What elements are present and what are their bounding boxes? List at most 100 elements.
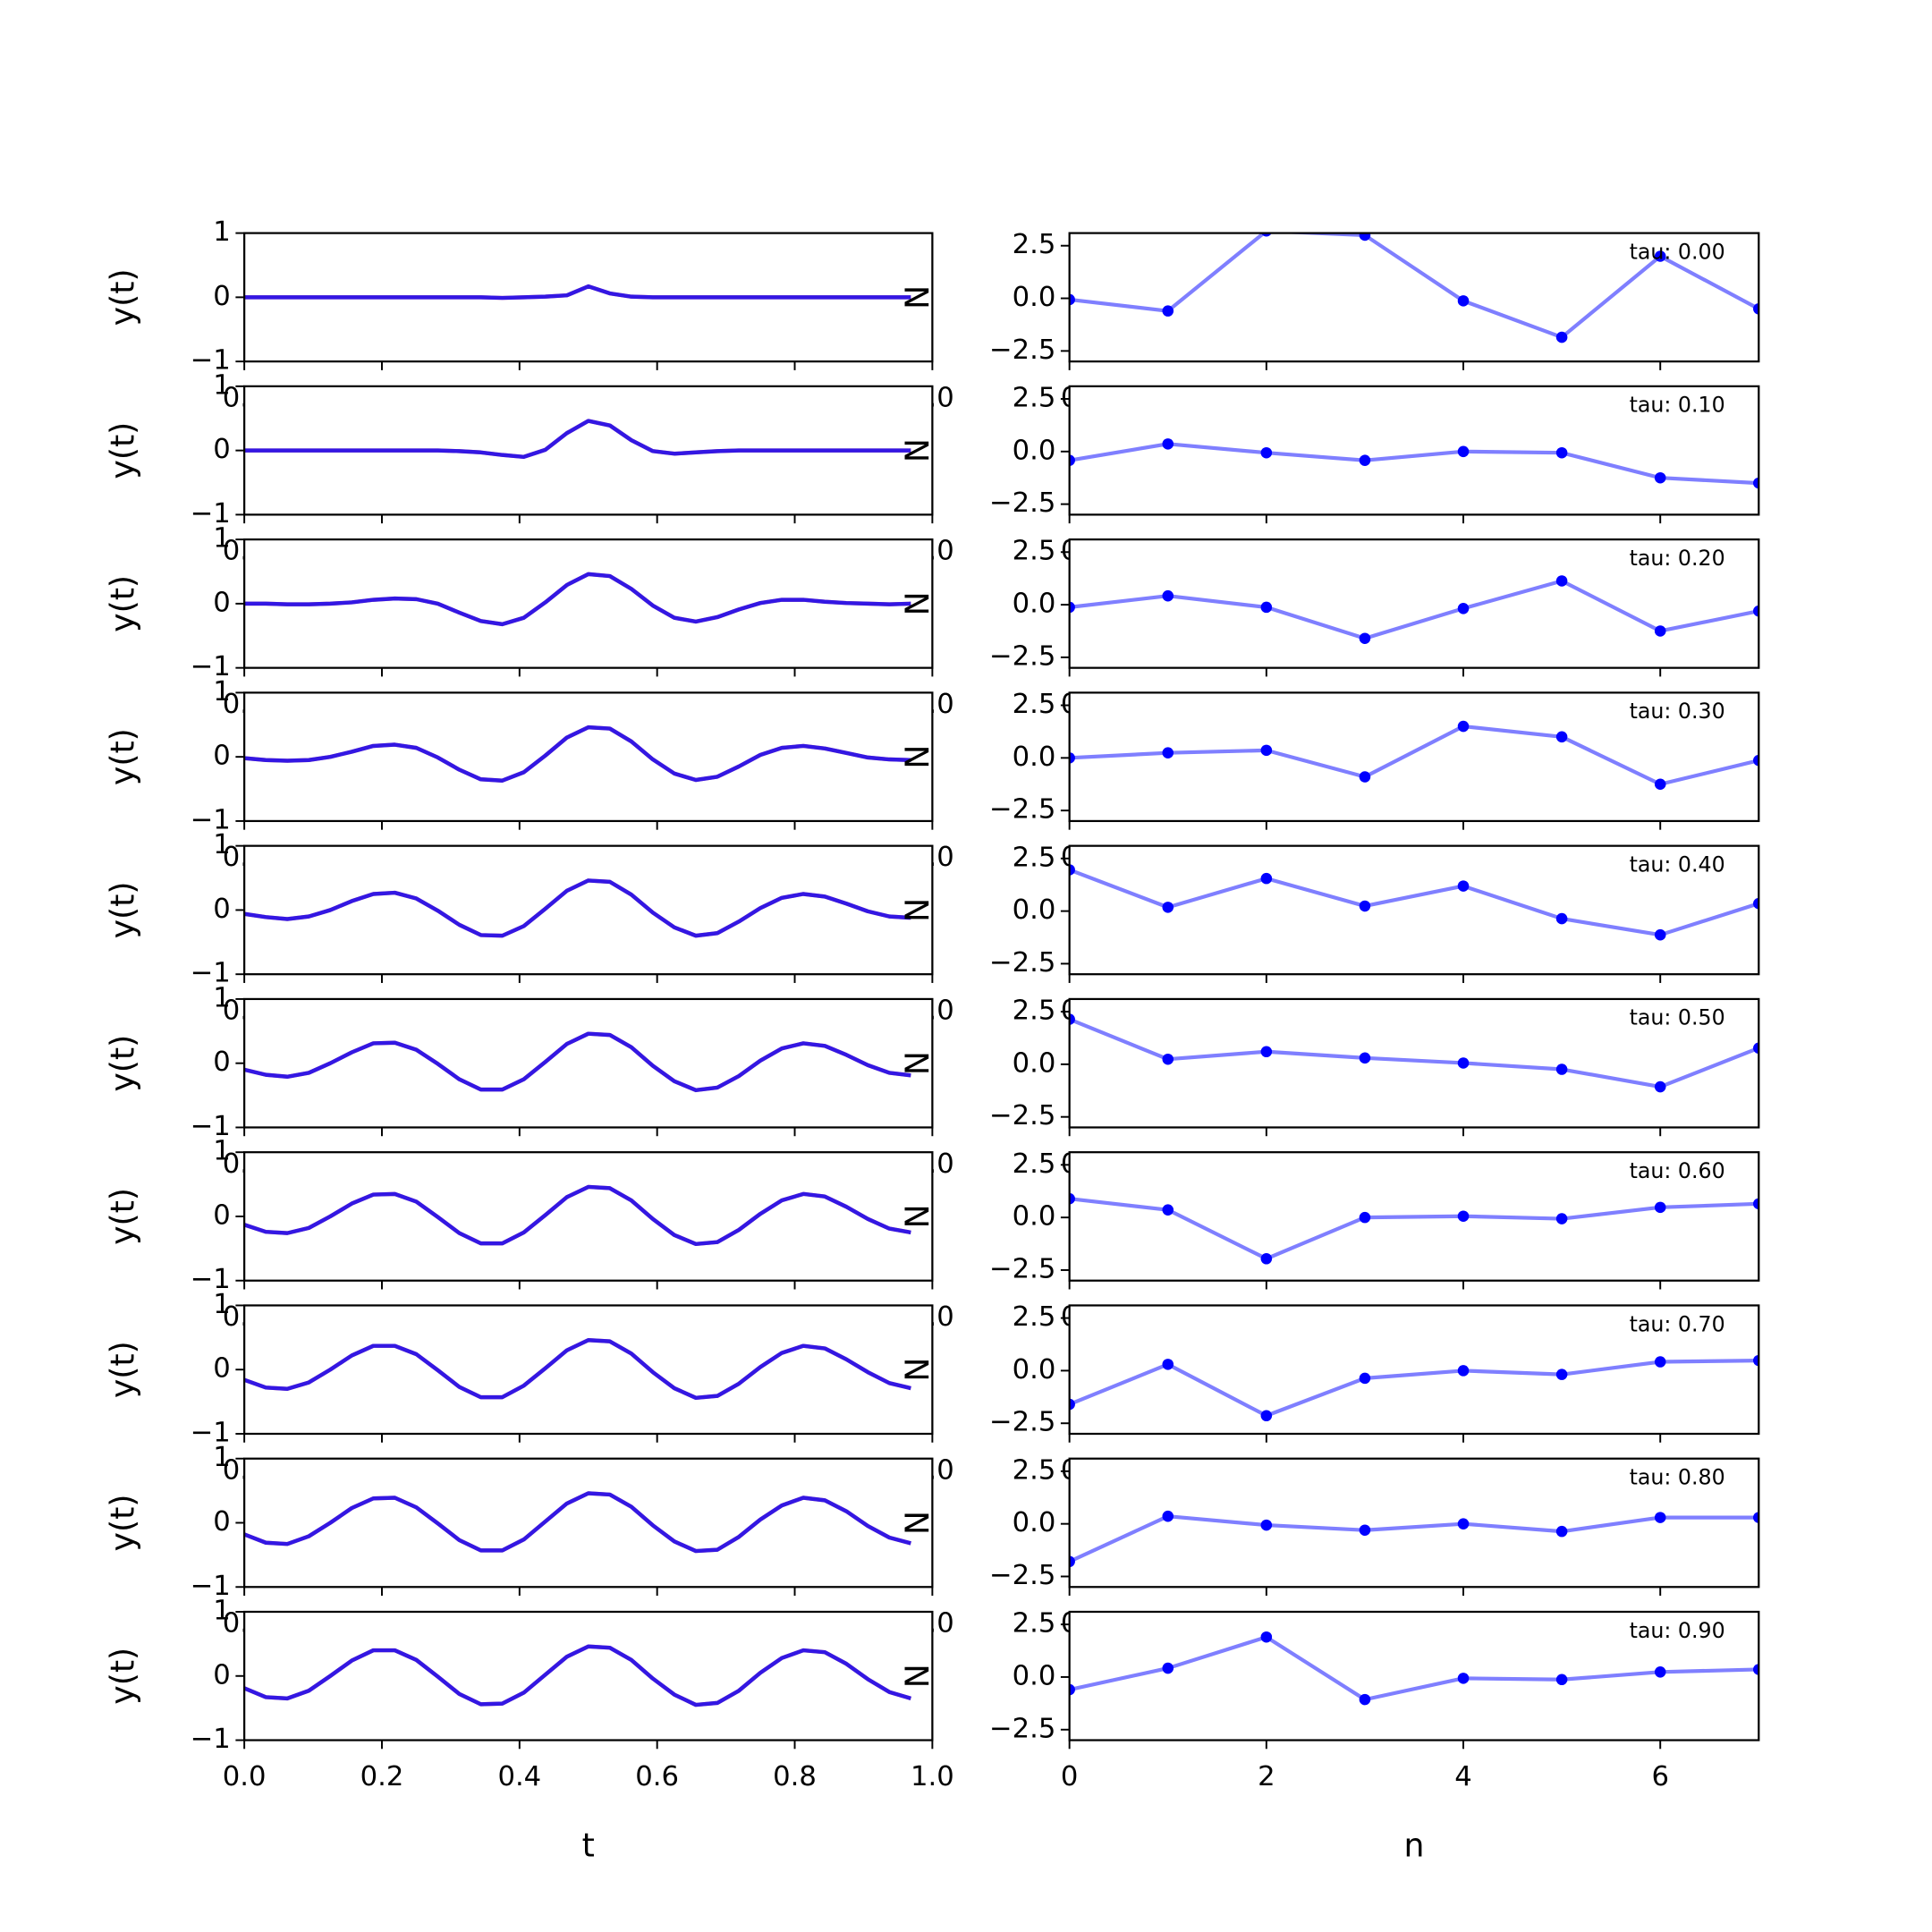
y-tick-label: −1 [191,1111,231,1142]
annotation: tau: 0.20 [1630,546,1725,571]
plot-area [1069,1631,1759,1706]
subplot: 2.5 0.0 −2.50 2 4 6 tau: 0.90 n [989,1608,1760,1864]
data-point [1069,1555,1075,1568]
y-axis-label: y(t) [103,1495,141,1552]
y-tick-label: −1 [191,958,231,989]
y-tick-label: 1 [213,676,231,708]
data-point [1654,928,1666,941]
data-point [1654,1666,1666,1678]
y-axis-label: y(t) [103,1188,141,1245]
axes-background [244,1305,933,1434]
axes-frame [1068,844,1760,976]
data-point [1359,1693,1371,1706]
annotation: tau: 0.60 [1630,1158,1725,1183]
data-point [1555,331,1568,343]
data-point [1753,303,1759,315]
series-line [244,284,911,301]
annotation: N [896,1664,935,1688]
y-tick-label: 2.5 [1013,229,1056,260]
data-point [1457,1210,1470,1222]
annotation: tau: 0.80 [1630,1465,1725,1490]
data-point [1753,1512,1759,1523]
data-point [1069,1192,1075,1205]
plot-area [244,878,911,938]
data-point [1555,1674,1568,1686]
data-point [1069,454,1075,466]
data-point [1753,1198,1759,1210]
x-tick-label: 6 [1651,1761,1668,1792]
y-tick-label: 2.5 [1013,1301,1056,1333]
series-line [1069,579,1759,640]
annotation: N [896,1204,935,1228]
annotation: N [896,285,935,309]
plot-area [244,419,911,460]
plot-area [244,724,911,783]
data-point [1555,446,1568,459]
series-line [1069,1359,1759,1418]
axes-frame [1068,1151,1760,1282]
series-line [1069,442,1759,486]
series-line [244,724,911,783]
y-tick-label: 1 [213,1595,231,1626]
y-tick-label: 1 [213,1442,231,1473]
x-tick-label: 2 [1258,1761,1275,1792]
annotation: N [896,745,935,769]
data-point [1457,295,1470,307]
data-point [1069,293,1075,306]
axes-frame [1068,1457,1760,1589]
axes-frame [243,1457,934,1589]
x-tick-label: 1.0 [911,1761,954,1792]
axes-background [244,845,933,975]
y-tick-label: 0.0 [1013,1354,1056,1385]
plot-area [1069,1354,1759,1422]
plot-area [244,1337,911,1401]
annotation: tau: 0.40 [1630,852,1725,877]
data-point [1654,625,1666,637]
y-axis-label: y(t) [103,268,141,326]
series-line [244,1031,911,1093]
x-tick-label: 0.8 [773,1761,817,1792]
x-axis-label: n [1403,1826,1424,1864]
subplot: 10−10.00.20.40.60.81.0y(t)N [103,216,953,413]
axes-frame [1068,385,1760,516]
data-point [1162,589,1174,602]
data-point [1359,632,1371,644]
data-point [1162,747,1174,758]
annotation: tau: 0.70 [1630,1311,1725,1336]
y-tick-label: −2.5 [989,1713,1055,1744]
data-point [1457,603,1470,614]
plot-area [244,1031,911,1093]
data-point [1753,1664,1759,1675]
plot-area [1069,575,1759,644]
y-tick-label: −1 [191,498,231,530]
y-tick-label: 0 [213,741,231,772]
data-point [1359,900,1371,912]
data-point [1457,1057,1470,1069]
data-point [1162,1204,1174,1216]
y-tick-label: −1 [191,1724,231,1755]
x-tick-label: 4 [1454,1761,1472,1792]
x-axis-label: t [582,1826,595,1864]
plot-area [244,1491,911,1554]
annotation: tau: 0.50 [1630,1005,1725,1030]
data-point [1162,305,1174,317]
plot-area [1069,1013,1759,1093]
annotation: tau: 0.00 [1630,239,1725,264]
y-axis-label: y(t) [103,1035,141,1092]
axes-frame [1068,691,1760,823]
series-line [244,1491,911,1554]
axes-background [1069,845,1759,975]
data-point [1555,912,1568,925]
axes-frame [243,538,934,669]
y-tick-label: 2.5 [1013,536,1056,567]
annotation: tau: 0.10 [1630,393,1725,418]
series-line [1069,1017,1759,1089]
data-point [1457,1673,1470,1684]
y-tick-label: 0.0 [1013,1660,1056,1691]
y-tick-label: 2.5 [1013,1608,1056,1640]
series-line [1069,1197,1759,1261]
axes-background [244,998,933,1128]
